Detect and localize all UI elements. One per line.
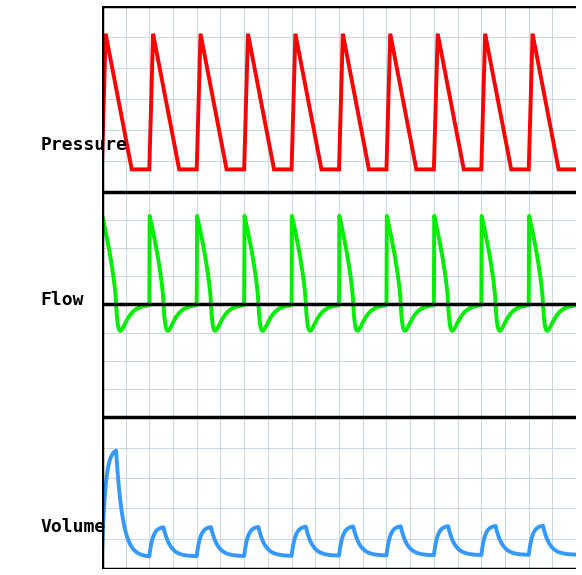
Text: Pressure: Pressure: [40, 136, 127, 154]
Text: Volume: Volume: [40, 518, 105, 536]
Text: Flow: Flow: [40, 291, 84, 309]
